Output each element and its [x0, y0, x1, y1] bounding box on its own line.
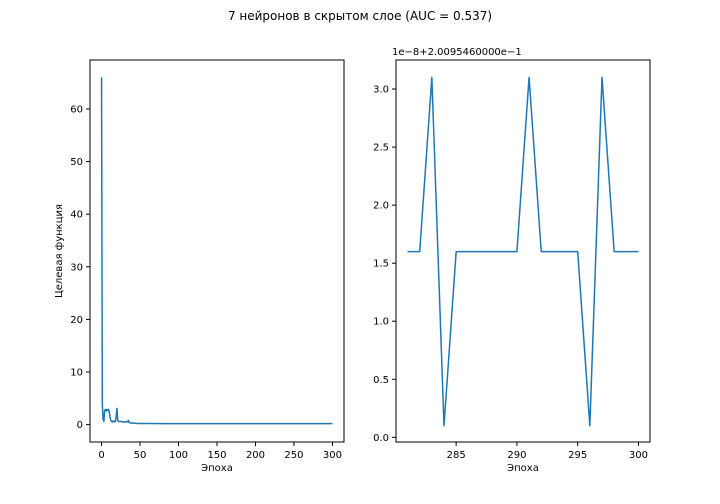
y-tick-label: 3.0 [373, 85, 389, 96]
figure-suptitle: 7 нейронов в скрытом слое (AUC = 0.537) [228, 9, 492, 23]
x-tick-label: 200 [246, 450, 265, 461]
x-tick-label: 0 [98, 450, 104, 461]
x-tick-label: 100 [169, 450, 188, 461]
y-tick-label: 50 [70, 157, 83, 168]
right-subplot: 285 290 295 300 0.0 0.5 1.0 1.5 2.0 2.5 3.0 Эпоха 1e… [373, 47, 651, 474]
x-tick-label: 300 [629, 450, 648, 461]
left-subplot: 0 50 100 150 200 250 300 0 10 20 30 40 50 60 Эпоха Целе… [54, 59, 345, 474]
y-offset-label: 1e−8+2.0095460000e−1 [392, 47, 522, 58]
y-tick-label: 0.5 [373, 375, 389, 386]
series-line-1-0 [407, 76, 639, 427]
plot-frame-1 [395, 59, 651, 443]
x-tick-label: 50 [134, 450, 147, 461]
y-tick-label: 40 [70, 210, 83, 221]
x-axis-label: Эпоха [201, 463, 233, 474]
y-tick-label: 2.0 [373, 201, 389, 212]
y-tick-label: 20 [70, 315, 83, 326]
x-tick-label: 295 [568, 450, 587, 461]
x-tick-label: 290 [507, 450, 526, 461]
y-tick-label: 1.5 [373, 259, 389, 270]
x-tick-label: 150 [207, 450, 226, 461]
x-tick-label: 250 [284, 450, 303, 461]
y-tick-label: 10 [70, 368, 83, 379]
x-axis-label: Эпоха [507, 463, 539, 474]
y-tick-label: 30 [70, 262, 83, 273]
x-tick-label: 285 [447, 450, 466, 461]
x-tick-label: 300 [323, 450, 342, 461]
y-axis-label: Целевая функция [54, 204, 65, 298]
y-tick-label: 0 [77, 420, 83, 431]
y-tick-label: 1.0 [373, 317, 389, 328]
series-line-0-0 [100, 77, 333, 425]
y-tick-label: 60 [70, 104, 83, 115]
y-tick-label: 0.0 [373, 433, 389, 444]
y-tick-label: 2.5 [373, 143, 389, 154]
